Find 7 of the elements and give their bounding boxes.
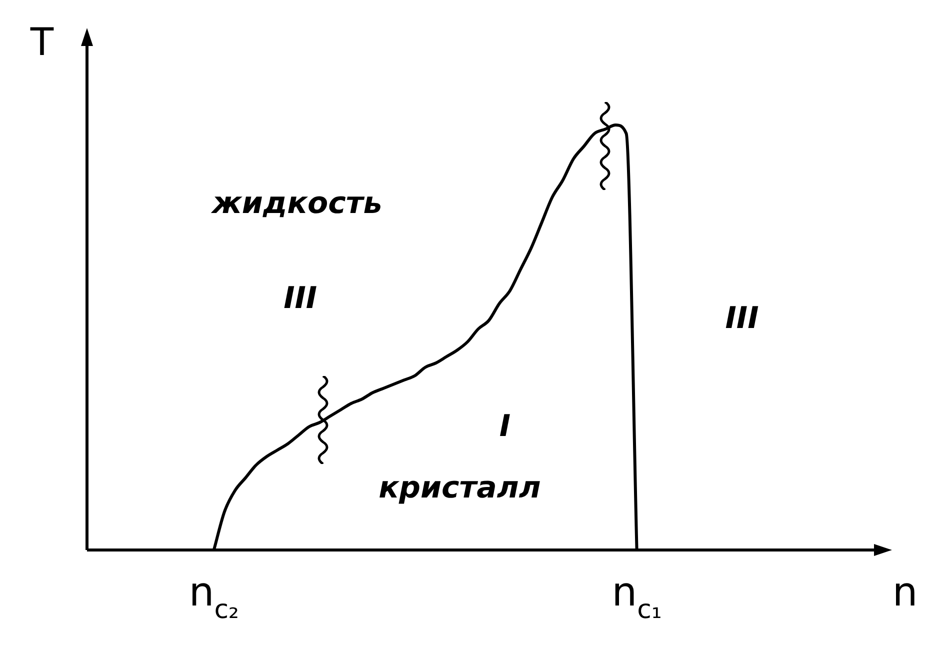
annotation: I — [499, 408, 510, 444]
annotation: III — [284, 280, 318, 316]
annotation: жидкость — [210, 186, 382, 222]
x-axis-title: n — [892, 569, 918, 616]
annotation: III — [725, 300, 759, 336]
annotation: кристалл — [378, 470, 541, 506]
y-axis-title: T — [29, 20, 54, 64]
